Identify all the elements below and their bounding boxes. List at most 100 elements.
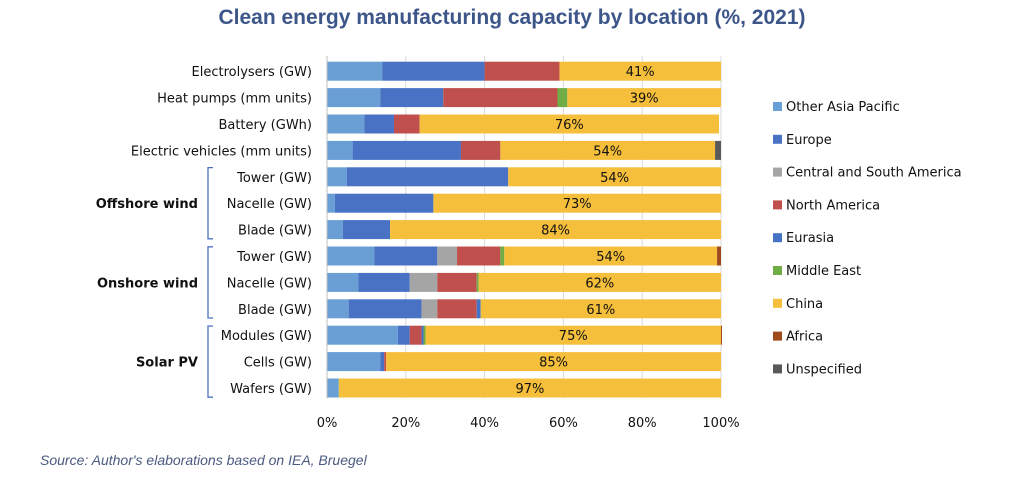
category-label: Blade (GW)	[238, 303, 312, 318]
bar-middle-east	[423, 325, 426, 345]
bar-central-and-south-america	[437, 246, 458, 266]
data-label: 41%	[626, 65, 655, 80]
bar-europe	[342, 220, 391, 240]
bar-china	[480, 299, 721, 319]
legend-swatch	[773, 233, 782, 243]
category-label: Electric vehicles (mm units)	[131, 144, 312, 159]
legend-label: Middle East	[786, 264, 861, 279]
category-label: Cells (GW)	[244, 356, 312, 371]
category-label: Battery (GWh)	[218, 118, 312, 133]
category-label: Nacelle (GW)	[227, 197, 312, 212]
legend-swatch	[773, 364, 782, 374]
bar-europe	[358, 272, 410, 292]
x-tick-label: 100%	[702, 416, 739, 431]
bar-europe	[397, 325, 410, 345]
chart-title: Clean energy manufacturing capacity by l…	[218, 6, 806, 29]
bar-china	[500, 140, 716, 160]
data-label: 76%	[555, 118, 584, 133]
bar-north-america	[393, 114, 420, 134]
bars	[327, 61, 722, 398]
bar-other-asia-pacific	[327, 88, 381, 108]
legend-label: Europe	[786, 133, 832, 148]
bar-china	[425, 325, 721, 345]
bar-other-asia-pacific	[327, 61, 383, 81]
category-label: Heat pumps (mm units)	[157, 92, 312, 107]
bar-europe	[380, 88, 444, 108]
group-bracket	[207, 246, 213, 319]
bar-europe	[348, 299, 422, 319]
bar-eurasia	[421, 325, 424, 345]
bar-unspecified	[715, 140, 721, 160]
bar-other-asia-pacific	[327, 193, 335, 213]
bar-other-asia-pacific	[327, 220, 343, 240]
bar-north-america	[443, 88, 558, 108]
bar-china	[386, 352, 721, 372]
legend-label: Eurasia	[786, 231, 834, 246]
legend-label: North America	[786, 198, 880, 213]
group-label: Offshore wind	[96, 197, 198, 212]
data-label: 54%	[596, 250, 625, 265]
bar-europe	[352, 140, 461, 160]
legend-swatch	[773, 102, 782, 111]
data-label: 61%	[586, 303, 615, 318]
legend-label: China	[786, 297, 823, 312]
data-label: 97%	[515, 382, 544, 397]
data-label: 84%	[541, 224, 570, 239]
legend-label: Central and South America	[786, 166, 962, 181]
data-label: 62%	[585, 276, 614, 291]
bar-north-america	[409, 325, 422, 345]
group-labels: Offshore wind Onshore wind Solar PV	[96, 166, 213, 398]
bar-china	[419, 114, 720, 134]
data-label: 54%	[593, 144, 622, 159]
bar-other-asia-pacific	[327, 325, 398, 345]
x-tick-label: 60%	[549, 416, 578, 431]
legend-swatch	[773, 266, 782, 275]
bar-central-and-south-america	[421, 299, 438, 319]
bar-other-asia-pacific	[327, 246, 375, 266]
bar-other-asia-pacific	[327, 352, 381, 372]
category-label: Electrolysers (GW)	[192, 65, 312, 80]
x-tick-label: 40%	[470, 416, 499, 431]
group-label: Onshore wind	[97, 276, 198, 291]
data-label: 73%	[563, 197, 592, 212]
category-label: Tower (GW)	[236, 171, 312, 186]
category-label: Modules (GW)	[221, 329, 312, 344]
bar-middle-east	[557, 88, 568, 108]
data-labels: 41% 39% 76% 54% 54% 73% 84% 54% 62% 61% 75% 85% 97%	[515, 65, 658, 397]
legend: Other Asia Pacific Europe Central and Sout…	[773, 100, 962, 377]
bar-north-america	[437, 272, 477, 292]
bar-other-asia-pacific	[327, 299, 349, 319]
category-label: Nacelle (GW)	[227, 276, 312, 291]
bar-north-america	[484, 61, 560, 81]
bar-europe	[334, 193, 434, 213]
bar-china	[504, 246, 718, 266]
bar-africa	[721, 325, 722, 345]
bar-north-america	[460, 140, 501, 160]
x-tick-label: 20%	[391, 416, 420, 431]
bar-china	[508, 167, 721, 187]
legend-label: Africa	[786, 330, 823, 345]
legend-swatch	[773, 331, 782, 341]
bar-north-america	[437, 299, 477, 319]
bar-other-asia-pacific	[327, 167, 347, 187]
bar-china	[559, 61, 721, 81]
x-tick-label: 0%	[317, 416, 338, 431]
data-label: 85%	[539, 356, 568, 371]
data-label: 39%	[630, 92, 659, 107]
source-note: Source: Author's elaborations based on I…	[40, 452, 367, 468]
legend-label: Unspecified	[786, 362, 862, 377]
bar-europe	[346, 167, 509, 187]
bar-africa	[717, 246, 721, 266]
bar-europe	[382, 61, 485, 81]
legend-label: Other Asia Pacific	[786, 100, 900, 115]
bar-other-asia-pacific	[327, 114, 365, 134]
bar-europe	[380, 352, 385, 372]
legend-swatch	[773, 200, 782, 210]
data-label: 54%	[600, 171, 629, 186]
bar-north-america	[457, 246, 501, 266]
bar-europe	[364, 114, 394, 134]
bar-china	[390, 220, 721, 240]
bar-china	[567, 88, 721, 108]
category-label: Wafers (GW)	[230, 382, 312, 397]
bar-other-asia-pacific	[327, 140, 353, 160]
